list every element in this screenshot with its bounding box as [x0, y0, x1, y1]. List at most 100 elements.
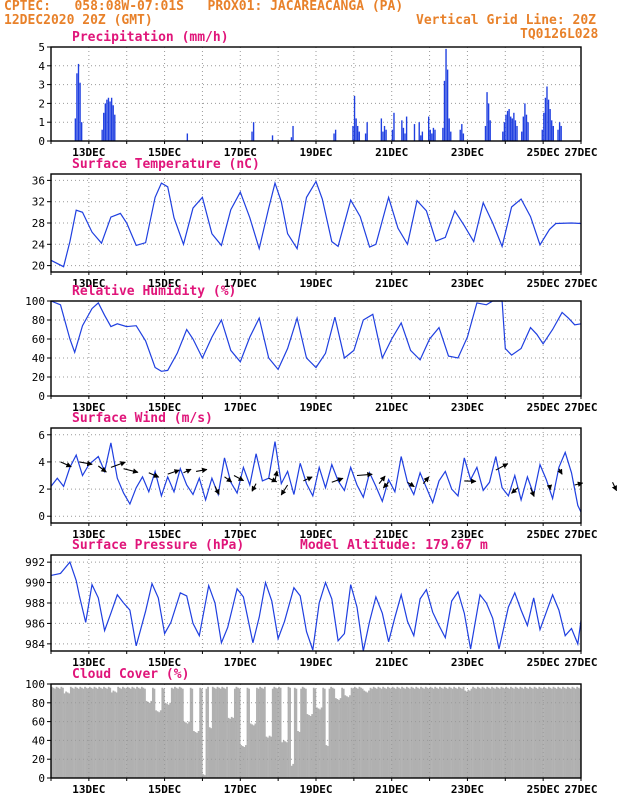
- cloud-bar: [375, 688, 378, 778]
- wind-arrow: [356, 471, 373, 478]
- x-tick-label: 23DEC: [451, 528, 484, 541]
- cloud-bar: [262, 688, 265, 778]
- cloud-bar: [349, 695, 351, 778]
- cloud-bar: [192, 731, 195, 778]
- x-tick-label: 13DEC: [72, 146, 105, 159]
- wind-arrow: [60, 461, 72, 468]
- x-tick-label: 19DEC: [299, 277, 332, 290]
- cloud-bar: [235, 686, 238, 778]
- cloud-bar: [104, 687, 107, 778]
- cloud-bar: [470, 688, 473, 778]
- wind-arrow: [611, 482, 618, 492]
- cloud-bar: [431, 687, 433, 778]
- cloud-bar: [412, 687, 414, 778]
- wind-arrow: [378, 475, 386, 484]
- wind-arrow: [214, 486, 220, 495]
- y-tick-label: 0: [38, 390, 45, 403]
- grid: [51, 301, 581, 396]
- precip-bar: [521, 131, 523, 141]
- precip-bar: [459, 129, 461, 141]
- cloud-bar: [301, 686, 304, 778]
- cloud-bar: [369, 687, 372, 778]
- y-tick-label: 60: [32, 333, 45, 346]
- cloud-bar: [353, 686, 356, 778]
- x-tick-label: 15DEC: [148, 277, 181, 290]
- cloud-bar: [330, 686, 332, 778]
- cloud-bar: [314, 688, 317, 778]
- cloud-bar: [268, 735, 271, 778]
- y-tick-label: 2: [38, 97, 45, 110]
- cloud-bar: [568, 687, 571, 778]
- x-tick-label: 27DEC: [564, 146, 597, 159]
- precip-bar: [549, 109, 551, 141]
- cloud-bar: [576, 686, 579, 778]
- x-tick-label: 19DEC: [299, 528, 332, 541]
- cloud-bar: [467, 689, 470, 778]
- cloud-bar: [276, 688, 279, 778]
- y-tick-label: 0: [38, 510, 45, 523]
- cloud-bar: [385, 688, 388, 778]
- cloud-bar: [71, 687, 74, 778]
- x-tick-label: 23DEC: [451, 146, 484, 159]
- cloud-bar: [281, 742, 284, 778]
- cloud-bar: [331, 687, 334, 778]
- cloud-bar: [421, 687, 424, 778]
- precip-bar: [404, 133, 406, 141]
- y-tick-label: 988: [25, 597, 45, 610]
- precip-bar: [508, 109, 510, 141]
- cloud-bar: [453, 686, 456, 778]
- precip-bar: [334, 129, 337, 141]
- cloud-bar: [87, 688, 90, 778]
- precip-bar: [450, 131, 452, 141]
- cloud-bar: [51, 686, 53, 778]
- cloud-bar: [267, 737, 269, 778]
- cloud-bar: [185, 722, 187, 778]
- cloud-bar: [498, 688, 501, 778]
- cloud-bar: [339, 698, 342, 778]
- cloud-bar: [162, 688, 165, 778]
- series-line: [50, 180, 582, 268]
- precip-bar: [462, 133, 465, 141]
- cloud-bar: [177, 688, 179, 778]
- x-tick-label: 19DEC: [299, 783, 332, 796]
- cloud-bar: [284, 741, 287, 778]
- cloud-bar: [257, 688, 260, 778]
- cloud-bar: [325, 745, 328, 778]
- precip-bar: [510, 116, 512, 141]
- y-tick-label: 0: [38, 135, 45, 148]
- cloud-bar: [366, 692, 369, 778]
- cloud-bar: [82, 688, 85, 778]
- cloud-bar: [259, 686, 261, 778]
- x-tick-label: 27DEC: [564, 528, 597, 541]
- cloud-bar: [62, 687, 64, 778]
- cloud-bar: [131, 686, 134, 778]
- grid: [51, 428, 581, 523]
- cloud-bar: [260, 687, 263, 778]
- cloud-bar: [167, 704, 170, 778]
- cloud-bar: [249, 723, 252, 778]
- cloud-bar: [153, 688, 156, 778]
- precip-bar: [252, 122, 255, 141]
- cloud-bar: [525, 687, 528, 778]
- cloud-bar: [186, 723, 189, 778]
- precip-bar: [487, 103, 490, 141]
- cloud-bar: [519, 686, 522, 778]
- panel-title: Surface Pressure (hPa): [72, 538, 244, 553]
- cloud-bar: [491, 686, 493, 778]
- cloud-bar: [350, 687, 353, 778]
- cloud-bar: [562, 686, 564, 778]
- precip-bar: [514, 120, 517, 141]
- precip-bar: [385, 129, 387, 141]
- precip-bar: [427, 116, 430, 141]
- cloud-bar: [121, 686, 124, 778]
- x-tick-label: 15DEC: [148, 783, 181, 796]
- cloud-bar: [52, 687, 55, 778]
- header-grid-note: Vertical Grid Line: 20Z: [416, 13, 597, 28]
- precip-bar: [551, 120, 553, 141]
- precip-bar: [364, 133, 367, 141]
- y-tick-label: 4: [38, 60, 45, 73]
- x-tick-label: 25DEC: [527, 656, 560, 669]
- cloud-bar: [319, 709, 321, 778]
- wind-arrow: [557, 468, 563, 475]
